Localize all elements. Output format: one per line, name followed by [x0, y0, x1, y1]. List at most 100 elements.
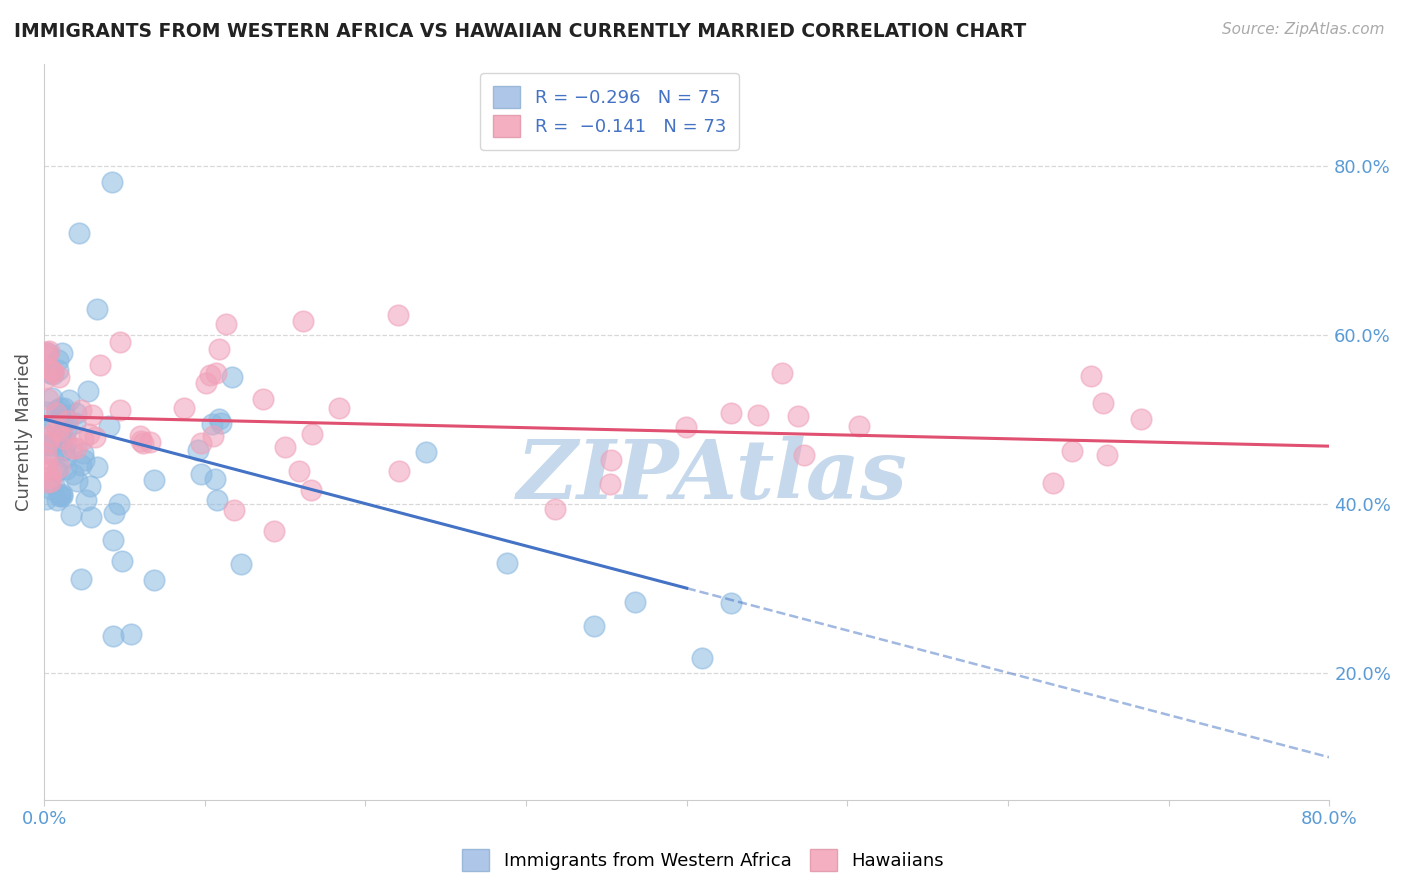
- Point: [1092, 396, 1115, 410]
- Point: [198, 368, 221, 383]
- Point: [35, 461, 58, 475]
- Point: [44, 417, 66, 431]
- Point: [82, 408, 104, 422]
- Point: [252, 392, 274, 407]
- Legend: R = −0.296   N = 75, R =  −0.141   N = 73: R = −0.296 N = 75, R = −0.141 N = 73: [481, 73, 738, 150]
- Text: IMMIGRANTS FROM WESTERN AFRICA VS HAWAIIAN CURRENTLY MARRIED CORRELATION CHART: IMMIGRANTS FROM WESTERN AFRICA VS HAWAII…: [14, 22, 1026, 41]
- Point: [202, 428, 225, 442]
- Point: [48, 459, 70, 474]
- Point: [129, 434, 152, 448]
- Point: [770, 366, 793, 380]
- Text: Source: ZipAtlas.com: Source: ZipAtlas.com: [1222, 22, 1385, 37]
- Point: [70, 458, 93, 472]
- Point: [190, 467, 212, 481]
- Point: [53, 401, 76, 415]
- Point: [42, 365, 65, 379]
- Point: [35, 405, 58, 419]
- Point: [1129, 412, 1152, 426]
- Point: [496, 556, 519, 570]
- Point: [75, 493, 97, 508]
- Point: [60, 441, 83, 455]
- Point: [103, 629, 125, 643]
- Point: [675, 420, 697, 434]
- Point: [63, 416, 86, 430]
- Point: [52, 442, 75, 457]
- Point: [86, 460, 108, 475]
- Point: [89, 358, 111, 372]
- Point: [328, 401, 350, 415]
- Point: [1042, 475, 1064, 490]
- Point: [35, 426, 58, 441]
- Point: [51, 489, 73, 503]
- Point: [66, 474, 89, 488]
- Point: [46, 352, 69, 367]
- Point: [69, 403, 91, 417]
- Point: [48, 489, 70, 503]
- Point: [79, 427, 101, 442]
- Point: [38, 470, 60, 484]
- Point: [190, 436, 212, 450]
- Legend: Immigrants from Western Africa, Hawaiians: Immigrants from Western Africa, Hawaiian…: [456, 842, 950, 879]
- Point: [221, 369, 243, 384]
- Point: [42, 477, 65, 491]
- Point: [72, 446, 94, 460]
- Point: [55, 434, 77, 449]
- Point: [108, 497, 131, 511]
- Point: [39, 429, 62, 443]
- Point: [274, 440, 297, 454]
- Point: [35, 345, 58, 359]
- Point: [46, 464, 69, 478]
- Point: [45, 406, 67, 420]
- Point: [201, 417, 224, 431]
- Point: [848, 418, 870, 433]
- Point: [48, 369, 70, 384]
- Y-axis label: Currently Married: Currently Married: [15, 353, 32, 511]
- Point: [208, 412, 231, 426]
- Point: [58, 414, 80, 428]
- Point: [1060, 443, 1083, 458]
- Point: [110, 554, 132, 568]
- Point: [204, 366, 226, 380]
- Point: [39, 463, 62, 477]
- Point: [65, 406, 87, 420]
- Point: [37, 435, 59, 450]
- Point: [46, 363, 69, 377]
- Point: [69, 226, 91, 240]
- Point: [56, 413, 79, 427]
- Point: [415, 445, 437, 459]
- Point: [41, 391, 63, 405]
- Point: [86, 302, 108, 317]
- Point: [205, 493, 228, 508]
- Point: [35, 451, 58, 466]
- Point: [387, 308, 409, 322]
- Point: [58, 392, 80, 407]
- Point: [143, 574, 166, 588]
- Point: [35, 446, 58, 460]
- Point: [37, 392, 59, 406]
- Point: [48, 429, 70, 443]
- Point: [49, 401, 72, 415]
- Point: [55, 424, 77, 438]
- Point: [187, 442, 209, 457]
- Point: [599, 476, 621, 491]
- Point: [46, 424, 69, 438]
- Point: [39, 482, 62, 496]
- Point: [222, 503, 245, 517]
- Point: [787, 409, 810, 424]
- Point: [301, 427, 323, 442]
- Point: [288, 464, 311, 478]
- Point: [42, 365, 65, 379]
- Point: [35, 371, 58, 385]
- Point: [720, 406, 742, 420]
- Point: [129, 429, 152, 443]
- Point: [39, 362, 62, 376]
- Point: [263, 524, 285, 539]
- Point: [101, 533, 124, 548]
- Point: [72, 432, 94, 446]
- Point: [51, 408, 73, 422]
- Point: [39, 474, 62, 488]
- Point: [51, 487, 73, 501]
- Point: [291, 314, 314, 328]
- Point: [132, 435, 155, 450]
- Point: [599, 452, 621, 467]
